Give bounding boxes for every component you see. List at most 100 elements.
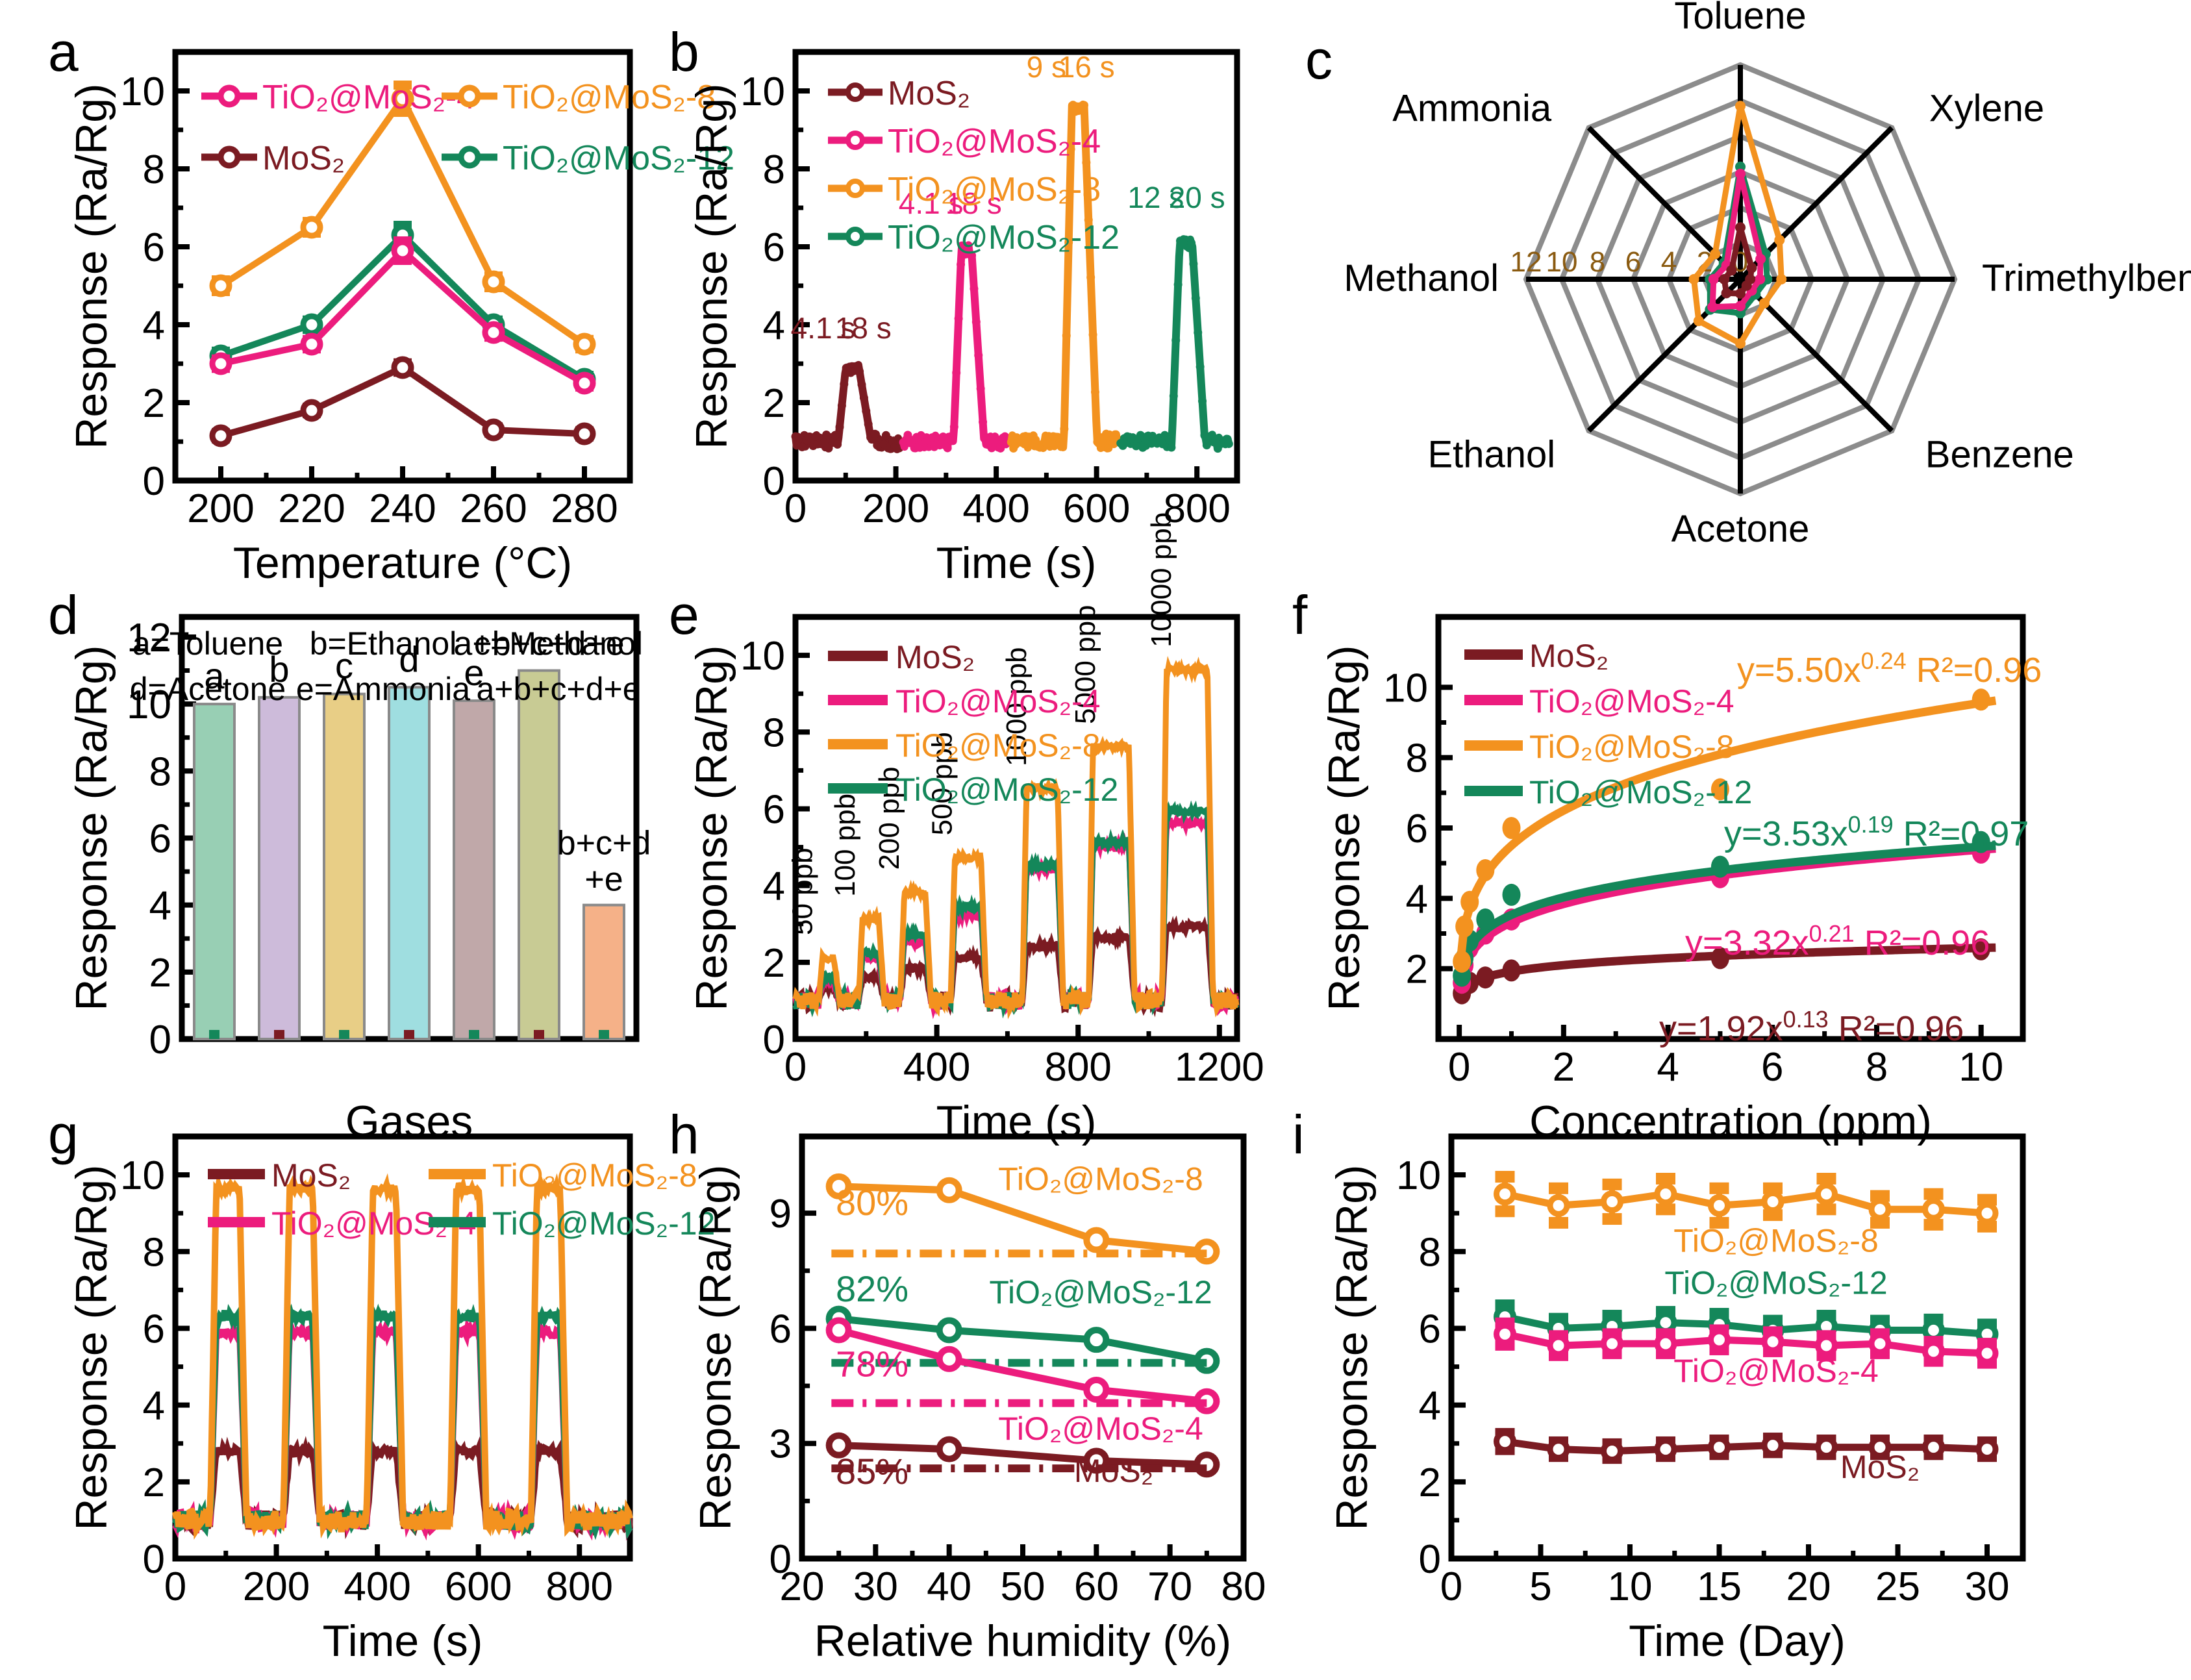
x-tick-label: 220 [278,486,345,531]
fit-equation-t12: y=3.53x0.19 R²=0.97 [1724,811,2029,854]
x-tick-label: 20 [1786,1564,1831,1609]
y-tick-label: 2 [143,381,165,426]
panel-label-a: a [48,21,79,82]
bar-label: e [464,652,484,693]
y-tick-label: 4 [149,884,171,929]
axes-frame: 0 2 4 6 8 10 12 [127,614,640,1062]
series-t8 [172,1172,633,1540]
panel-g: 0 200 400 600 800 0 2 4 6 8 10 Time (s) Response (Ra… [67,1123,715,1666]
bar-label: b+c+d [557,825,651,862]
x-tick-label: 20 [780,1564,825,1609]
legend-label-t4: TiO₂@MoS₂-4 [888,123,1101,160]
retention-label-t8: 80% [836,1182,908,1223]
y-axis-title: Response (Ra/Rg) [687,645,736,1010]
legend-label-mos2: MoS₂ [895,639,975,675]
data-point [1601,1332,1623,1355]
legend-label-mos2: MoS₂ [1529,638,1609,674]
x-tick-label: 70 [1147,1564,1192,1609]
data-point [1868,1436,1892,1459]
radar-axis-label: Methanol [1344,257,1499,299]
panel-label-c: c [1305,29,1333,90]
data-point [1476,908,1495,931]
data-point [1654,1438,1677,1461]
legend-label-t12: TiO₂@MoS₂-12 [1529,774,1752,810]
bar-axis-marker [339,1030,349,1039]
legend-item-t8: TiO₂@MoS₂-8 [828,727,1101,764]
data-point [1460,890,1479,913]
y-tick-label: 10 [127,683,171,727]
x-tick-label: 0 [784,486,807,531]
legend-item-mos2: MoS₂ [828,639,975,675]
y-tick-label: 8 [149,749,171,794]
panel-i: 0 5 10 15 20 25 30 0 2 4 6 8 10 Time (Day) Response (R… [1321,1123,2185,1666]
data-point [1601,1190,1623,1213]
y-tick-label: 8 [1406,736,1428,781]
data-point [1083,1327,1110,1353]
bar-label: a+b+c+d+e [453,625,624,663]
data-point [1922,1340,1945,1363]
concentration-label: 1000 ppb [1001,647,1033,766]
retention-label-t4: 78% [836,1343,908,1384]
radar-series-t8 [1688,101,1787,349]
data-point [1547,1194,1570,1217]
radar-tick-label: 4 [1661,246,1677,278]
radar-axis [1586,277,1742,433]
legend-label-t8: TiO₂@MoS₂-8 [492,1157,697,1194]
time-annotation: 18 s [945,186,1002,220]
bar [258,696,301,1041]
bar-label: d [399,638,419,679]
bar [453,699,495,1040]
x-tick-label: 600 [445,1564,512,1609]
series-label-t8: TiO₂@MoS₂-8 [1673,1222,1879,1259]
legend-label-t8: TiO₂@MoS₂-8 [1529,729,1734,765]
concentration-label: 500 ppb [927,732,958,835]
x-tick-label: 400 [962,486,1029,531]
retention-label-mos2: 85% [836,1451,908,1492]
pulse-t8 [1007,100,1123,453]
bar-axis-marker [469,1030,479,1039]
series-t8 [792,656,1240,1020]
data-point [482,418,505,442]
x-tick-label: 0 [1440,1564,1462,1609]
y-tick-label: 0 [763,1018,785,1062]
x-axis-title: Time (s) [323,1616,483,1666]
x-tick-label: 0 [164,1564,186,1609]
y-tick-label: 6 [1419,1307,1441,1351]
bar-legend-text: b=Ethanol [310,625,457,662]
data-point [1922,1436,1945,1459]
legend-item-t12: TiO₂@MoS₂-12 [828,219,1120,257]
legend-item-mos2: MoS₂ [201,140,345,177]
data-point [300,313,323,336]
x-tick-label: 800 [1044,1045,1111,1090]
legend-item-t12: TiO₂@MoS₂-12 [828,771,1118,808]
bar-axis-marker [534,1030,544,1039]
series-label-mos2: MoS₂ [1074,1453,1153,1489]
concentration-label: 100 ppb [829,794,861,897]
y-axis-title: Response (Ra/Rg) [1327,1164,1377,1530]
x-tick-label: 6 [1761,1045,1783,1090]
retention-label-t12: 82% [836,1268,908,1309]
bar [193,703,236,1040]
y-tick-label: 4 [763,303,785,348]
series-label-t8: TiO₂@MoS₂-8 [998,1161,1203,1197]
bar-label: a [204,655,225,696]
legend-item-t4: TiO₂@MoS₂-4 [201,79,475,116]
y-tick-label: 0 [1419,1537,1441,1582]
y-tick-label: 4 [1406,877,1428,921]
x-tick-label: 0 [784,1045,807,1090]
bar [518,669,560,1041]
y-axis-title: Response (Ra/Rg) [67,83,116,449]
data-point [1975,1201,1999,1225]
data-point [1975,1342,1999,1365]
y-tick-label: 6 [763,787,785,832]
y-tick-label: 6 [143,1307,165,1351]
fit-equation-t4: y=3.32x0.21 R²=0.96 [1685,920,1990,963]
legend-item-t12: TiO₂@MoS₂-12 [1464,774,1752,810]
series-t12 [825,1305,1220,1374]
y-tick-label: 10 [1383,666,1428,710]
series-t4 [1494,1317,1999,1369]
x-tick-label: 0 [1448,1045,1470,1090]
pulse-t4 [899,241,1014,453]
panel-f: 0 2 4 6 8 10 2 4 6 8 10 Concentration (ppm) Response… [1320,604,2185,1146]
x-tick-label: 15 [1697,1564,1742,1609]
